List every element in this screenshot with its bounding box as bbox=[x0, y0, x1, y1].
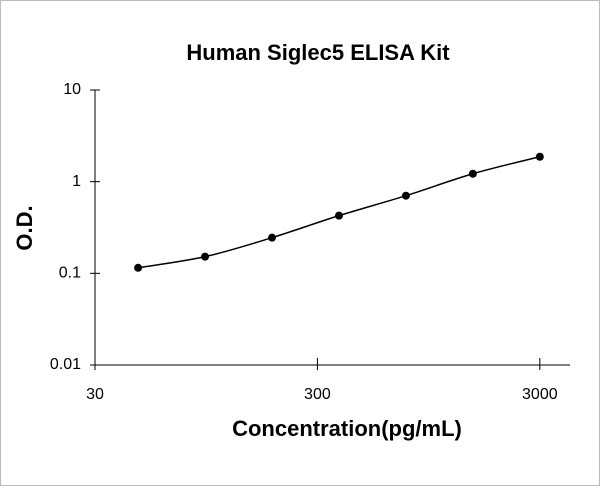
y-tick-label: 1 bbox=[72, 173, 81, 190]
data-point bbox=[468, 169, 477, 178]
y-tick-label: 0.01 bbox=[50, 356, 81, 373]
y-axis-title: O.D. bbox=[12, 205, 37, 250]
data-point bbox=[201, 252, 210, 261]
x-tick-label: 3000 bbox=[522, 386, 558, 403]
data-point bbox=[268, 233, 277, 242]
data-point bbox=[401, 191, 410, 200]
chart-title: Human Siglec5 ELISA Kit bbox=[186, 40, 450, 65]
y-tick-label: 0.1 bbox=[59, 265, 81, 282]
x-tick-label: 30 bbox=[86, 386, 104, 403]
x-axis-title: Concentration(pg/mL) bbox=[232, 416, 462, 441]
x-tick-label: 300 bbox=[304, 386, 331, 403]
data-point bbox=[334, 211, 343, 220]
y-tick-label: 10 bbox=[63, 81, 81, 98]
data-point bbox=[535, 152, 544, 161]
data-point bbox=[134, 263, 143, 272]
